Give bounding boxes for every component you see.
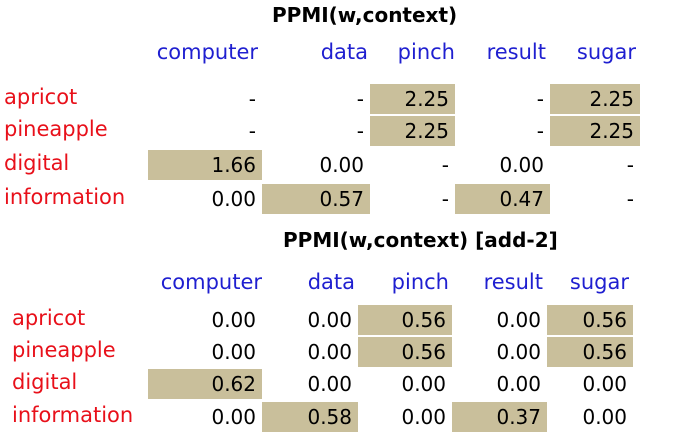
row-label: pineapple	[12, 338, 116, 362]
highlighted-cell: 0.58	[262, 402, 358, 432]
highlighted-cell: 2.25	[550, 116, 640, 146]
table-cell: 0.00	[582, 405, 627, 429]
table-cell: 0.00	[211, 187, 256, 211]
row-label: information	[12, 403, 134, 427]
row-label: digital	[4, 151, 70, 175]
row-label: apricot	[12, 306, 86, 330]
column-header: pinch	[397, 40, 455, 64]
table-cell: -	[626, 187, 634, 211]
table-cell: 0.00	[496, 340, 541, 364]
column-header: pinch	[391, 270, 449, 294]
highlighted-cell: 0.56	[358, 305, 452, 335]
table-cell: 0.00	[496, 308, 541, 332]
table-cell: 0.00	[401, 372, 446, 396]
table-cell: -	[626, 153, 634, 177]
highlighted-cell: 0.62	[148, 369, 262, 399]
highlighted-cell: 2.25	[370, 84, 455, 114]
row-label: pineapple	[4, 117, 108, 141]
column-header: sugar	[576, 40, 636, 64]
table-cell: 0.00	[211, 308, 256, 332]
row-label: digital	[12, 370, 78, 394]
table-title: PPMI(w,context) [add-2]	[283, 228, 558, 252]
column-header: data	[320, 40, 368, 64]
table-cell: 0.00	[496, 372, 541, 396]
table-cell: 0.00	[499, 153, 544, 177]
table-cell: 0.00	[307, 372, 352, 396]
table-cell: 0.00	[319, 153, 364, 177]
highlighted-cell: 0.57	[262, 184, 370, 214]
table-title: PPMI(w,context)	[272, 3, 458, 27]
highlighted-cell: 0.47	[455, 184, 550, 214]
table-cell: 0.00	[211, 340, 256, 364]
highlighted-cell: 2.25	[550, 84, 640, 114]
table-cell: 0.00	[307, 308, 352, 332]
highlighted-cell: 1.66	[148, 150, 262, 180]
row-label: information	[4, 185, 126, 209]
column-header: computer	[156, 40, 258, 64]
table-cell: -	[536, 87, 544, 111]
highlighted-cell: 0.56	[547, 337, 633, 367]
column-header: computer	[160, 270, 262, 294]
table-cell: -	[356, 87, 364, 111]
column-header: data	[307, 270, 355, 294]
column-header: result	[486, 40, 546, 64]
table-cell: 0.00	[401, 405, 446, 429]
table-cell: 0.00	[582, 372, 627, 396]
highlighted-cell: 0.56	[547, 305, 633, 335]
table-cell: -	[441, 153, 449, 177]
table-cell: -	[248, 119, 256, 143]
table-cell: -	[356, 119, 364, 143]
highlighted-cell: 2.25	[370, 116, 455, 146]
table-cell: -	[441, 187, 449, 211]
column-header: result	[483, 270, 543, 294]
highlighted-cell: 0.37	[452, 402, 547, 432]
table-cell: 0.00	[211, 405, 256, 429]
table-cell: -	[248, 87, 256, 111]
highlighted-cell: 0.56	[358, 337, 452, 367]
row-label: apricot	[4, 85, 78, 109]
column-header: sugar	[569, 270, 629, 294]
table-cell: 0.00	[307, 340, 352, 364]
table-cell: -	[536, 119, 544, 143]
